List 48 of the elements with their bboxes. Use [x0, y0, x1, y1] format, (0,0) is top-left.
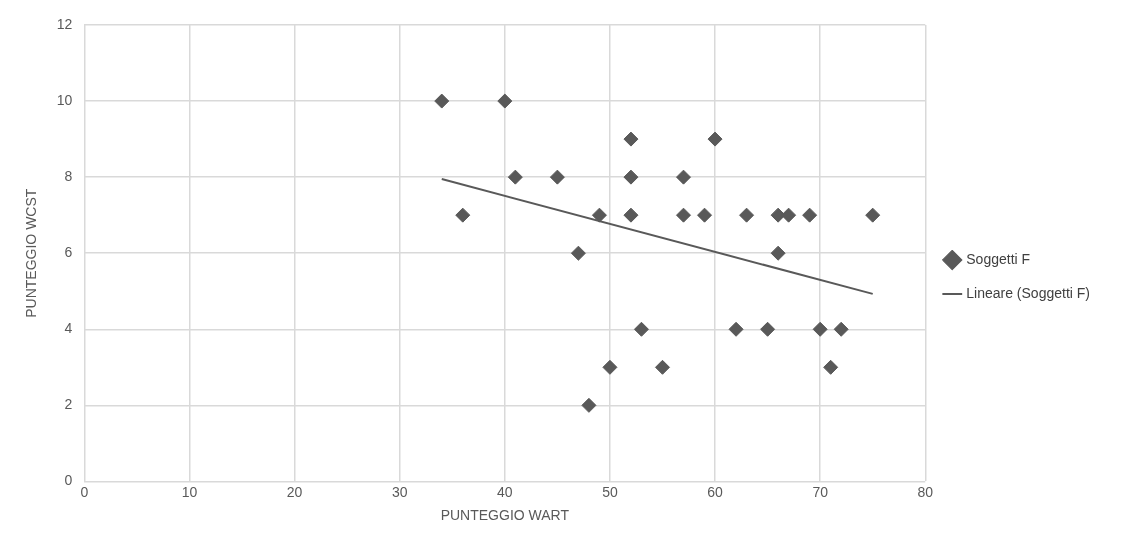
point	[570, 245, 586, 261]
x-tick-label: 70	[812, 483, 829, 500]
y-tick-label: 0	[64, 472, 73, 489]
x-tick-label: 30	[391, 483, 408, 500]
point	[823, 359, 839, 375]
point	[507, 169, 523, 185]
x-tick-label: 60	[707, 483, 724, 500]
point	[770, 245, 786, 261]
point	[760, 321, 776, 337]
x-tick-label: 40	[497, 483, 513, 500]
point	[497, 93, 513, 109]
point	[654, 359, 670, 375]
y-tick-label: 4	[64, 320, 73, 337]
point	[549, 169, 565, 185]
point	[802, 207, 818, 223]
point	[434, 93, 450, 109]
x-axis-title: PUNTEGGIO WART	[440, 507, 570, 524]
point	[707, 131, 723, 147]
x-tick-label: 10	[181, 483, 198, 500]
point	[676, 207, 692, 223]
y-tick-label: 6	[64, 244, 73, 261]
point	[633, 321, 649, 337]
point	[697, 207, 713, 223]
point	[623, 169, 639, 185]
point	[833, 321, 849, 337]
x-tick-label: 80	[917, 483, 934, 500]
y-axis-title: PUNTEGGIO WCST	[23, 188, 40, 318]
point	[865, 207, 881, 223]
x-tick-label: 50	[602, 483, 618, 500]
point	[781, 207, 797, 223]
point	[728, 321, 744, 337]
point	[602, 359, 618, 375]
y-tick-label: 8	[64, 167, 73, 184]
y-tick-label: 10	[56, 91, 73, 108]
x-tick-label: 20	[286, 483, 303, 500]
point	[676, 169, 692, 185]
point	[812, 321, 828, 337]
point	[739, 207, 755, 223]
point	[623, 131, 639, 147]
x-tick-label: 0	[80, 483, 89, 500]
legend-label: Lineare (Soggetti F)	[966, 284, 1090, 301]
point	[591, 207, 607, 223]
y-tick-label: 2	[64, 396, 73, 413]
y-tick-label: 12	[56, 15, 73, 32]
point	[581, 397, 597, 413]
legend-label: Soggetti F	[966, 250, 1031, 267]
point	[455, 207, 471, 223]
point	[623, 207, 639, 223]
